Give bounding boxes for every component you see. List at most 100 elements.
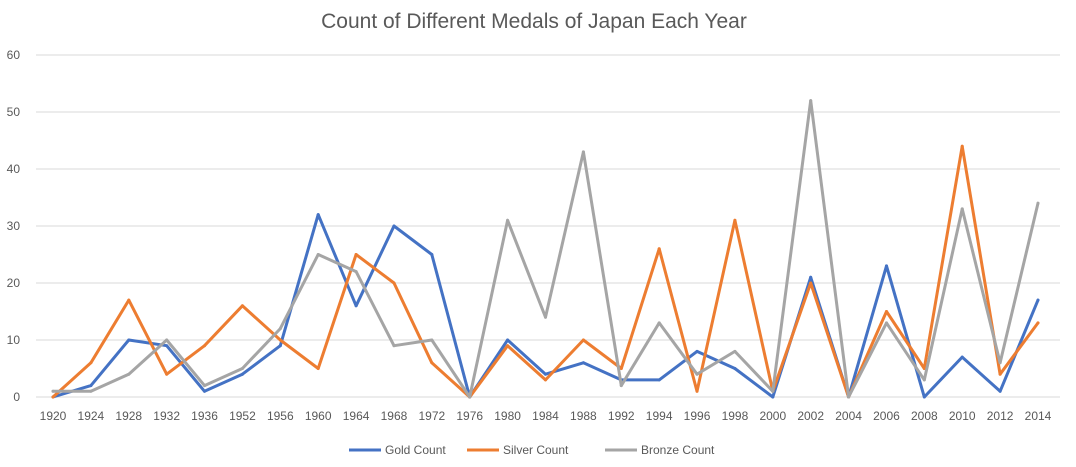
x-tick-label: 2010 — [949, 409, 976, 423]
x-tick-label: 2002 — [797, 409, 824, 423]
data-point — [809, 99, 813, 103]
x-tick-label: 1924 — [78, 409, 105, 423]
data-point — [316, 253, 320, 256]
y-tick-label: 20 — [7, 276, 21, 290]
data-point — [165, 338, 169, 342]
legend-label: Silver Count — [503, 443, 569, 457]
x-tick-label: 1996 — [684, 409, 711, 423]
data-point — [430, 338, 434, 342]
data-point — [127, 298, 131, 302]
data-point — [468, 395, 472, 399]
legend: Gold Count Silver Count Bronze Count — [349, 443, 715, 457]
data-point — [922, 378, 926, 382]
data-point — [847, 395, 851, 399]
data-point — [203, 389, 207, 393]
x-tick-label: 1976 — [456, 409, 483, 423]
legend-label: Bronze Count — [641, 443, 715, 457]
y-axis-ticks: 0 10 20 30 40 50 60 — [7, 48, 21, 404]
data-point — [1036, 201, 1040, 205]
data-point — [733, 349, 737, 353]
data-point — [581, 338, 585, 342]
x-tick-label: 1956 — [267, 409, 294, 423]
x-tick-label: 1932 — [153, 409, 180, 423]
series-bronze-count — [51, 99, 1040, 399]
data-point — [316, 367, 320, 370]
data-point — [392, 224, 396, 228]
data-point — [240, 372, 244, 376]
data-point — [392, 281, 396, 285]
legend-item: Silver Count — [467, 443, 569, 457]
x-tick-label: 2014 — [1025, 409, 1052, 423]
x-tick-label: 1964 — [343, 409, 370, 423]
data-point — [430, 361, 434, 365]
data-point — [657, 247, 661, 251]
y-tick-label: 50 — [7, 105, 21, 119]
x-tick-label: 1992 — [608, 409, 635, 423]
series-gold-count — [51, 213, 1040, 399]
x-tick-label: 1988 — [570, 409, 597, 423]
data-point — [544, 372, 547, 376]
chart-title: Count of Different Medals of Japan Each … — [321, 10, 747, 33]
data-point — [278, 338, 282, 342]
data-point — [89, 361, 93, 365]
data-point — [733, 218, 737, 222]
x-tick-label: 1960 — [305, 409, 332, 423]
data-point — [506, 344, 510, 348]
data-point — [240, 304, 244, 308]
y-tick-label: 40 — [7, 162, 21, 176]
legend-label: Gold Count — [385, 443, 446, 457]
data-point — [506, 218, 510, 222]
data-point — [278, 344, 282, 348]
series-line — [51, 99, 1040, 399]
y-tick-label: 30 — [7, 219, 21, 233]
x-tick-label: 1952 — [229, 409, 256, 423]
data-point — [1036, 298, 1040, 302]
x-tick-label: 1998 — [722, 409, 749, 423]
data-point — [1036, 321, 1040, 325]
data-point — [619, 367, 623, 370]
data-point — [922, 367, 926, 370]
data-point — [544, 378, 547, 382]
data-point — [165, 344, 169, 348]
data-point — [695, 372, 699, 376]
y-tick-label: 10 — [7, 333, 21, 347]
data-point — [89, 384, 93, 388]
data-point — [354, 253, 358, 256]
x-tick-label: 1994 — [646, 409, 673, 423]
data-point — [998, 361, 1002, 365]
gridlines — [36, 54, 1060, 398]
data-point — [316, 213, 320, 217]
x-tick-label: 1980 — [494, 409, 521, 423]
data-point — [960, 207, 964, 211]
data-point — [354, 270, 358, 274]
data-point — [884, 264, 888, 268]
data-point — [354, 304, 358, 308]
data-point — [695, 389, 699, 393]
x-tick-label: 1936 — [191, 409, 218, 423]
data-point — [165, 372, 169, 376]
data-point — [884, 310, 888, 313]
data-point — [619, 384, 623, 388]
x-tick-label: 1920 — [40, 409, 67, 423]
y-tick-label: 60 — [7, 48, 21, 62]
series-silver-count — [51, 144, 1040, 399]
data-point — [960, 144, 964, 148]
data-point — [581, 150, 585, 154]
x-axis-ticks: 1920 1924 1928 1932 1936 1952 1956 1960 1964 1968… — [40, 409, 1052, 423]
data-point — [922, 395, 926, 399]
data-point — [51, 389, 55, 393]
data-point — [430, 253, 434, 256]
x-tick-label: 1928 — [115, 409, 142, 423]
data-point — [392, 344, 396, 348]
data-point — [127, 338, 131, 342]
data-point — [657, 378, 661, 382]
data-point — [884, 321, 888, 325]
series-line — [51, 213, 1040, 399]
data-point — [51, 395, 55, 399]
data-point — [89, 389, 93, 393]
x-tick-label: 2008 — [911, 409, 938, 423]
data-point — [127, 372, 131, 376]
data-point — [544, 315, 547, 319]
x-tick-label: 2006 — [873, 409, 900, 423]
